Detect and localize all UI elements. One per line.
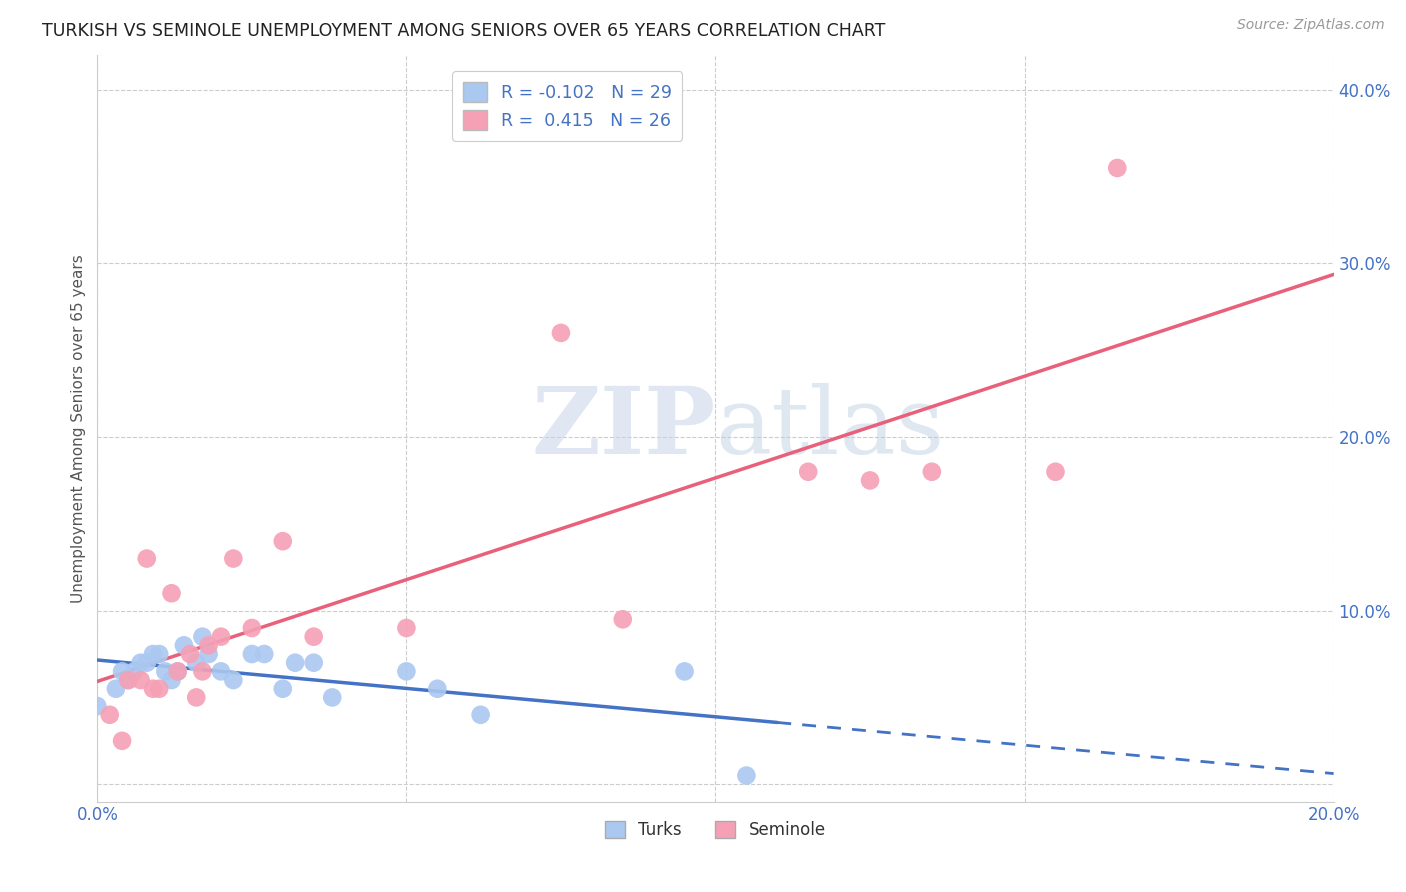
Text: Source: ZipAtlas.com: Source: ZipAtlas.com [1237, 18, 1385, 32]
Point [612, 612, 634, 626]
Point [240, 647, 263, 661]
Point [395, 665, 418, 679]
Legend: Turks, Seminole: Turks, Seminole [599, 814, 832, 846]
Point [111, 734, 134, 748]
Point [117, 673, 139, 687]
Point [271, 681, 294, 696]
Point [117, 673, 139, 687]
Point [197, 647, 219, 661]
Point [222, 673, 245, 687]
Point [271, 534, 294, 549]
Point [209, 665, 232, 679]
Point [395, 621, 418, 635]
Point [209, 630, 232, 644]
Point [426, 681, 449, 696]
Point [186, 690, 208, 705]
Text: atlas: atlas [716, 384, 945, 474]
Point [142, 681, 165, 696]
Point [166, 665, 188, 679]
Point [550, 326, 572, 340]
Point [284, 656, 307, 670]
Point [1107, 161, 1129, 175]
Point [160, 673, 183, 687]
Point [160, 586, 183, 600]
Point [148, 647, 170, 661]
Point [135, 551, 157, 566]
Point [673, 665, 696, 679]
Point [240, 621, 263, 635]
Point [98, 707, 121, 722]
Point [197, 638, 219, 652]
Point [124, 665, 146, 679]
Point [797, 465, 820, 479]
Point [1045, 465, 1067, 479]
Point [186, 656, 208, 670]
Point [859, 474, 882, 488]
Point [148, 681, 170, 696]
Point [191, 665, 214, 679]
Y-axis label: Unemployment Among Seniors over 65 years: Unemployment Among Seniors over 65 years [72, 254, 86, 603]
Point [155, 665, 177, 679]
Text: ZIP: ZIP [531, 384, 716, 474]
Point [173, 638, 195, 652]
Point [179, 647, 201, 661]
Point [104, 681, 127, 696]
Point [135, 656, 157, 670]
Point [222, 551, 245, 566]
Point [253, 647, 276, 661]
Point [302, 630, 325, 644]
Point [321, 690, 343, 705]
Point [302, 656, 325, 670]
Point [191, 630, 214, 644]
Point [129, 656, 152, 670]
Point [129, 673, 152, 687]
Point [111, 665, 134, 679]
Text: TURKISH VS SEMINOLE UNEMPLOYMENT AMONG SENIORS OVER 65 YEARS CORRELATION CHART: TURKISH VS SEMINOLE UNEMPLOYMENT AMONG S… [42, 22, 886, 40]
Point [86, 699, 108, 714]
Point [142, 647, 165, 661]
Point [166, 665, 188, 679]
Point [470, 707, 492, 722]
Point [735, 768, 758, 782]
Point [921, 465, 943, 479]
